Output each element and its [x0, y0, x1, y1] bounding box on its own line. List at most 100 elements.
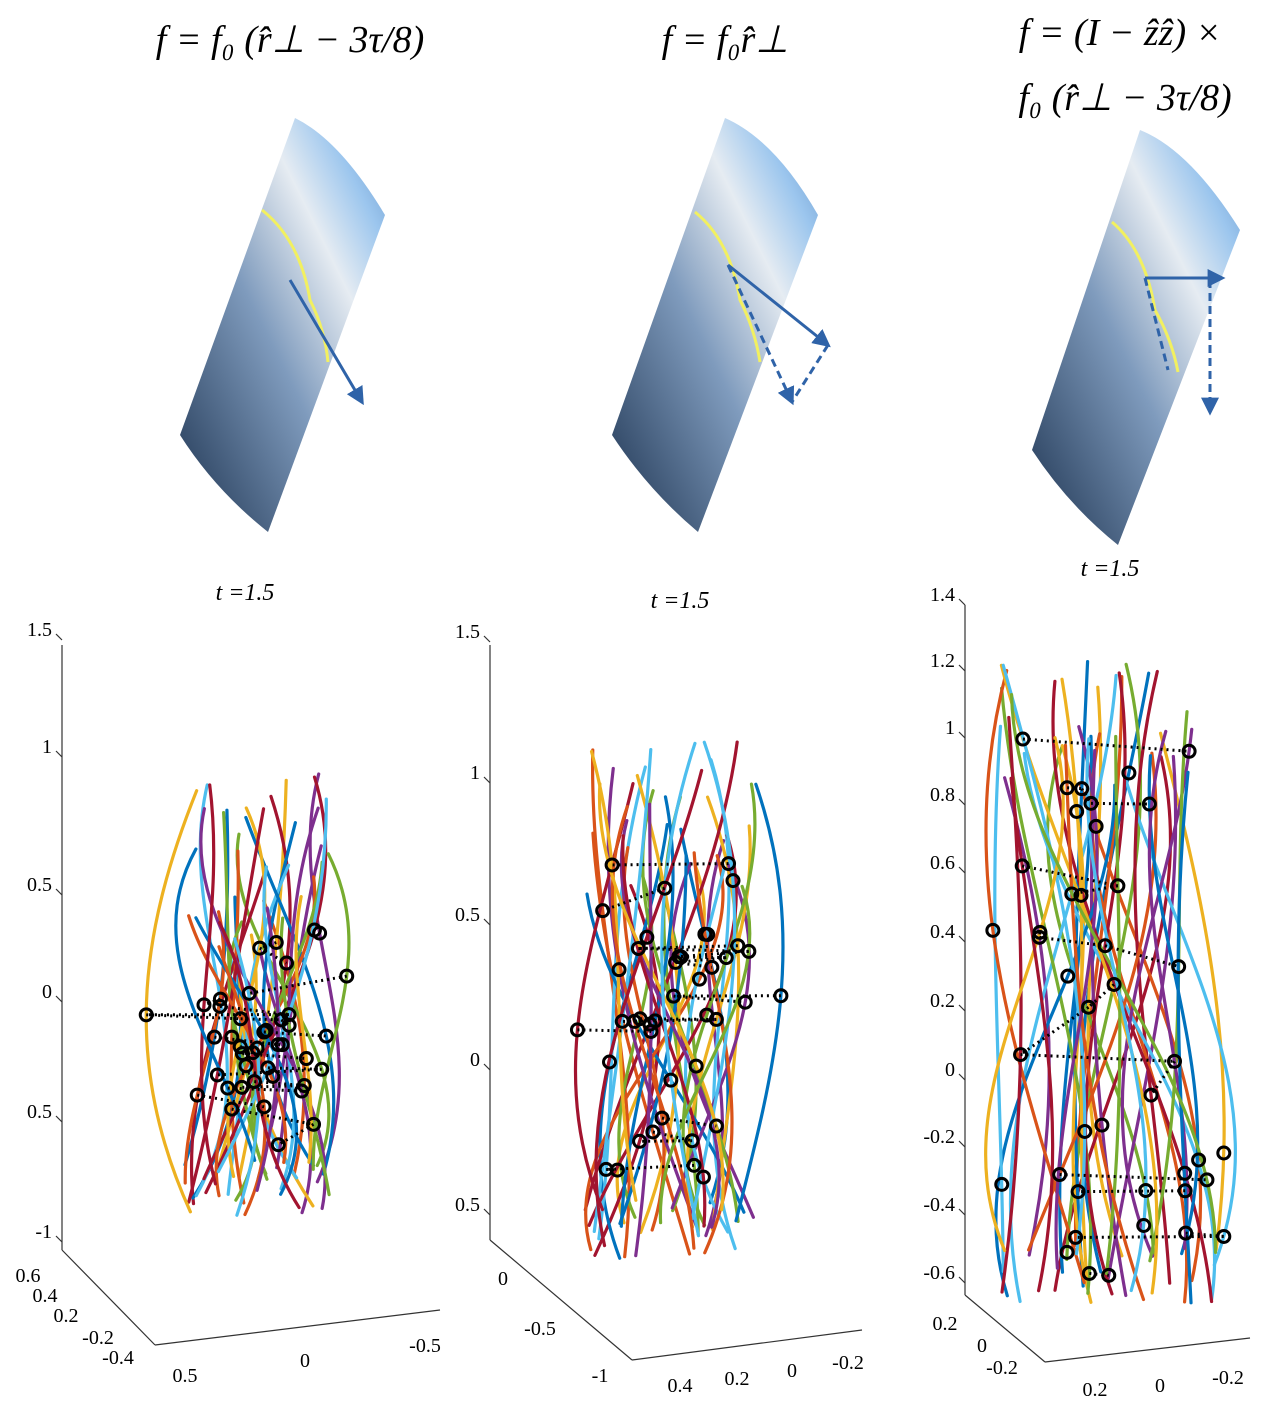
bead [1216, 1145, 1232, 1161]
z-tick [483, 776, 491, 784]
bead [1074, 781, 1090, 797]
z-tick [483, 918, 491, 926]
chain-link [1104, 944, 1180, 969]
trajectory [669, 861, 755, 1219]
depth-axis [61, 1249, 156, 1346]
bead [686, 1157, 702, 1173]
trajectory [1054, 725, 1099, 1270]
trajectory [1086, 685, 1124, 1258]
bottom-axis [154, 1309, 441, 1346]
bead [773, 988, 789, 1004]
bead [234, 1079, 250, 1095]
bead [1097, 938, 1113, 954]
cylinder-3 [1032, 130, 1240, 545]
bead [312, 925, 328, 941]
chain-link [241, 1084, 305, 1089]
bead [196, 997, 212, 1013]
chain-link [639, 1139, 693, 1143]
bead [294, 1083, 310, 1099]
cylinder-1 [180, 118, 385, 532]
bead [684, 1133, 700, 1149]
trajectory [1003, 776, 1051, 1257]
depth-tick-label: -0.4 [102, 1347, 134, 1369]
bead [1136, 1218, 1152, 1234]
bead [668, 954, 684, 970]
z-tick-label: 1.2 [930, 650, 955, 672]
bead [281, 1017, 297, 1033]
trajectory [1085, 737, 1148, 1293]
bead [632, 1133, 648, 1149]
bead [339, 968, 355, 984]
bead [1110, 878, 1126, 894]
bead [691, 971, 707, 987]
trajectory [1009, 776, 1055, 1293]
bead [1143, 1087, 1159, 1103]
bead [1083, 795, 1099, 811]
bead [314, 1061, 330, 1077]
bead [1069, 803, 1085, 819]
bead [1077, 1123, 1093, 1139]
bead [645, 1124, 661, 1140]
trajectory [217, 921, 301, 1210]
bead [630, 940, 646, 956]
bead [252, 940, 268, 956]
panel-title: f₀ (r̂⊥ − 3τ/8) [1018, 77, 1231, 119]
bead [256, 1024, 272, 1040]
chain-link [1039, 935, 1106, 948]
trajectory [1073, 659, 1090, 1288]
bead [1106, 976, 1122, 992]
chain-link [606, 1163, 695, 1171]
chain-link [254, 1080, 305, 1088]
trajectory [279, 916, 331, 1197]
z-tick-label: 0.4 [930, 921, 955, 943]
bead [270, 1137, 286, 1153]
bead [688, 1058, 704, 1074]
z-tick-label: 0.5 [455, 904, 480, 926]
trajectory [199, 783, 218, 1186]
bead [224, 1029, 240, 1045]
z-tick [958, 935, 966, 943]
chain-link [146, 1013, 241, 1021]
bead [725, 873, 741, 889]
trajectory [1120, 727, 1194, 1258]
z-tick-label: 0 [42, 981, 52, 1003]
bead [1081, 1265, 1097, 1281]
bead [611, 962, 627, 978]
bead [1101, 1267, 1117, 1283]
bead [708, 1118, 724, 1134]
bead [1121, 765, 1137, 781]
trajectory [311, 852, 351, 1171]
bead [1191, 1152, 1207, 1168]
bottom-axis [631, 1329, 863, 1361]
trajectory [587, 833, 738, 1227]
z-tick-label: 0 [470, 1049, 480, 1071]
depth-tick-label: 0 [977, 1335, 987, 1357]
bead [708, 1011, 724, 1027]
bottom-tick-label: -0.5 [409, 1335, 441, 1357]
trajectory [1083, 671, 1127, 1296]
z-tick-label: -0.6 [923, 1262, 955, 1284]
chain-link [1071, 884, 1119, 896]
z-tick [483, 1208, 491, 1216]
bead [741, 943, 757, 959]
chain-link [638, 946, 749, 953]
chain-link [231, 1107, 314, 1126]
chain-link [242, 1051, 253, 1056]
bottom-tick-label: 0.5 [173, 1365, 198, 1387]
panel-title: f = (I − ẑẑ) × [1019, 12, 1222, 54]
bead [985, 922, 1001, 938]
chain-link [602, 886, 666, 913]
bead [268, 934, 284, 950]
trajectory [690, 740, 737, 1221]
depth-tick-label: 0.4 [33, 1285, 58, 1307]
bottom-tick-label: 0.2 [725, 1368, 750, 1390]
trajectory [591, 831, 692, 1256]
chain-link [606, 1167, 618, 1172]
bead [241, 985, 257, 1001]
bead [1013, 1047, 1029, 1063]
bead [318, 1028, 334, 1044]
z-tick-label: 0.8 [930, 784, 955, 806]
chain-link [612, 862, 729, 867]
bead [1052, 1167, 1068, 1183]
depth-tick-label: 0 [498, 1268, 508, 1290]
